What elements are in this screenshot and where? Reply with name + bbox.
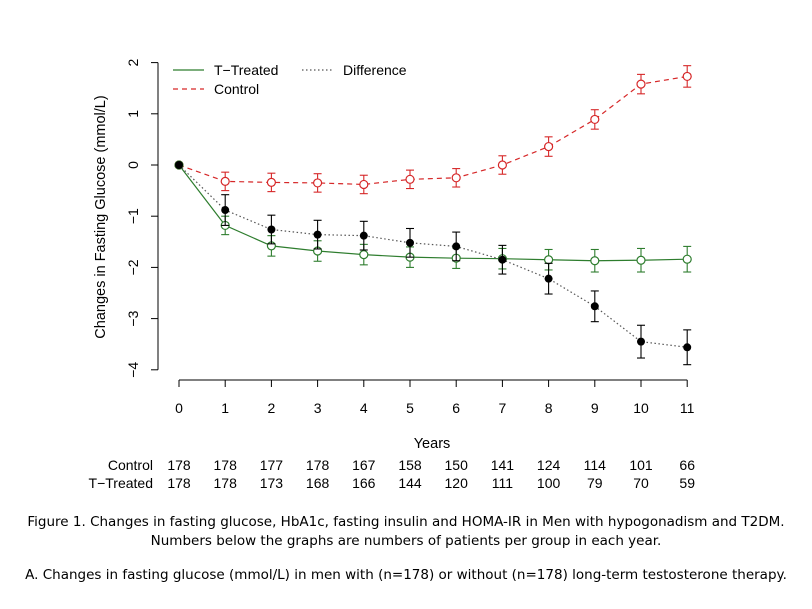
data-point bbox=[590, 256, 600, 266]
data-point bbox=[590, 302, 599, 311]
data-point bbox=[221, 206, 230, 215]
patients-row-label: T−Treated bbox=[89, 475, 153, 491]
x-tick-label: 10 bbox=[633, 400, 649, 416]
x-tick-label: 2 bbox=[268, 400, 276, 416]
patients-count: 178 bbox=[167, 457, 191, 473]
data-point bbox=[175, 161, 183, 169]
data-point bbox=[313, 230, 322, 239]
patients-count: 124 bbox=[537, 457, 561, 473]
y-tick-label: 0 bbox=[125, 161, 141, 169]
y-tick-label: 1 bbox=[125, 110, 141, 118]
y-tick-label: −3 bbox=[125, 310, 141, 326]
series-line bbox=[178, 75, 688, 186]
patients-count: 168 bbox=[306, 475, 330, 491]
x-tick-label: 5 bbox=[406, 400, 414, 416]
data-point bbox=[637, 337, 645, 346]
series-layer bbox=[174, 65, 692, 366]
legend-item: Control bbox=[173, 81, 259, 97]
data-point bbox=[543, 141, 554, 152]
data-point bbox=[636, 79, 646, 89]
series-t-treated bbox=[174, 160, 692, 273]
data-point bbox=[359, 250, 369, 260]
patients-count: 173 bbox=[260, 475, 284, 491]
legend-item: Difference bbox=[302, 62, 407, 78]
data-point bbox=[406, 238, 414, 247]
y-axis-label: Changes in Fasting Glucose (mmol/L) bbox=[93, 95, 109, 338]
data-point bbox=[451, 173, 461, 183]
legend-label: Control bbox=[214, 81, 259, 97]
patients-count: 101 bbox=[629, 457, 653, 473]
patients-row: T−Treated 178 178 173 168 166 144 120 111 100 79 70… bbox=[89, 475, 696, 491]
patients-count: 66 bbox=[679, 457, 695, 473]
series-difference bbox=[175, 161, 692, 366]
data-point bbox=[590, 114, 600, 125]
data-point bbox=[682, 71, 692, 82]
x-tick-label: 11 bbox=[680, 400, 695, 416]
data-point bbox=[405, 174, 415, 184]
patients-count: 158 bbox=[398, 457, 422, 473]
legend-label: T−Treated bbox=[214, 62, 278, 78]
y-tick-label: −2 bbox=[125, 259, 141, 275]
data-point bbox=[359, 179, 369, 190]
patients-table: Control 178 178 177 178 167 158 150 141 124 114 101… bbox=[89, 457, 696, 491]
patients-row: Control 178 178 177 178 167 158 150 141 124 114 101… bbox=[108, 457, 695, 473]
patients-count: 59 bbox=[679, 475, 695, 491]
legend-item: T−Treated bbox=[173, 62, 278, 78]
data-point bbox=[266, 177, 276, 188]
patients-count: 120 bbox=[445, 475, 469, 491]
x-tick-label: 9 bbox=[591, 400, 599, 416]
data-point bbox=[498, 255, 507, 264]
legend-label: Difference bbox=[343, 62, 407, 78]
data-point bbox=[497, 160, 507, 170]
patients-count: 178 bbox=[167, 475, 191, 491]
patients-count: 178 bbox=[214, 475, 238, 491]
patients-count: 150 bbox=[445, 457, 469, 473]
patients-count: 114 bbox=[584, 457, 607, 473]
data-point bbox=[267, 225, 276, 234]
data-point bbox=[636, 255, 646, 265]
patients-count: 178 bbox=[214, 457, 238, 473]
x-tick-label: 0 bbox=[175, 400, 183, 416]
patients-count: 177 bbox=[260, 457, 284, 473]
figure-caption: Figure 1. Changes in fasting glucose, Hb… bbox=[27, 514, 785, 549]
x-axis: 0 1 2 3 4 5 6 7 8 9 10 11 bbox=[175, 379, 695, 416]
data-point bbox=[683, 343, 692, 352]
data-point bbox=[359, 231, 368, 240]
y-tick-label: −1 bbox=[125, 208, 141, 224]
x-tick-label: 1 bbox=[221, 400, 229, 416]
x-tick-label: 4 bbox=[360, 400, 368, 416]
data-point bbox=[544, 274, 553, 283]
x-axis-label: Years bbox=[414, 436, 451, 452]
data-point bbox=[220, 176, 230, 186]
fasting-glucose-chart: −4 −3 −2 −1 0 1 2 0 1 2 3 4 5 6 7 8 9 10 11 Changes in Fa… bbox=[89, 58, 696, 491]
data-point bbox=[313, 178, 323, 188]
patients-count: 178 bbox=[306, 457, 330, 473]
patients-count: 70 bbox=[633, 475, 649, 491]
x-tick-label: 3 bbox=[314, 400, 322, 416]
patients-count: 100 bbox=[537, 475, 561, 491]
y-tick-label: −4 bbox=[125, 362, 141, 378]
patients-count: 166 bbox=[352, 475, 376, 491]
patients-row-label: Control bbox=[108, 457, 153, 473]
y-axis: −4 −3 −2 −1 0 1 2 bbox=[125, 58, 159, 378]
y-tick-label: 2 bbox=[125, 58, 141, 66]
panel-caption: A. Changes in fasting glucose (mmol/L) i… bbox=[25, 567, 787, 583]
patients-count: 141 bbox=[491, 457, 515, 473]
x-tick-label: 7 bbox=[499, 400, 507, 416]
patients-count: 111 bbox=[492, 475, 513, 491]
patients-count: 79 bbox=[587, 475, 603, 491]
series-line bbox=[178, 164, 688, 348]
data-point bbox=[682, 254, 692, 264]
patients-count: 144 bbox=[398, 475, 422, 491]
x-tick-label: 8 bbox=[545, 400, 553, 416]
x-tick-label: 6 bbox=[452, 400, 460, 416]
data-point bbox=[543, 255, 554, 265]
legend: T−Treated Control Difference bbox=[173, 62, 407, 97]
data-point bbox=[452, 242, 461, 251]
series-line bbox=[178, 164, 688, 262]
patients-count: 167 bbox=[352, 457, 376, 473]
